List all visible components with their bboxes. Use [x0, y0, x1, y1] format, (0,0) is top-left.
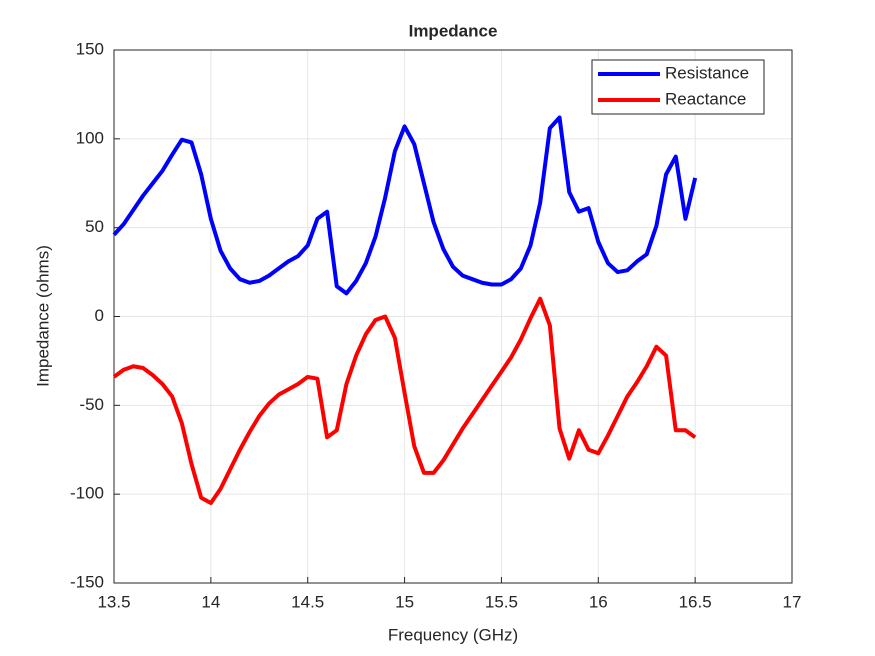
y-axis-label: Impedance (ohms) — [33, 245, 52, 387]
y-tick-label: 150 — [76, 39, 104, 58]
x-tick-label: 14 — [201, 592, 220, 611]
x-axis-label: Frequency (GHz) — [388, 625, 518, 644]
y-tick-label: 50 — [85, 217, 104, 236]
y-tick-label: -150 — [70, 572, 104, 591]
y-tick-label: -100 — [70, 484, 104, 503]
legend-label: Resistance — [665, 63, 749, 82]
x-tick-label: 17 — [783, 592, 802, 611]
axes-box — [113, 49, 793, 584]
y-tick-label: 100 — [76, 128, 104, 147]
y-tick-label: -50 — [79, 395, 104, 414]
x-tick-label: 16 — [589, 592, 608, 611]
x-tick-label: 13.5 — [97, 592, 130, 611]
series-line — [112, 115, 698, 296]
y-tick-label: 0 — [95, 306, 104, 325]
x-tick-label: 16.5 — [679, 592, 712, 611]
legend-box — [591, 59, 765, 115]
series-line — [112, 296, 697, 506]
legend-label: Reactance — [665, 89, 746, 108]
x-tick-label: 15 — [395, 592, 414, 611]
chart-title: Impedance — [409, 21, 498, 40]
x-tick-label: 15.5 — [485, 592, 518, 611]
x-tick-label: 14.5 — [291, 592, 324, 611]
